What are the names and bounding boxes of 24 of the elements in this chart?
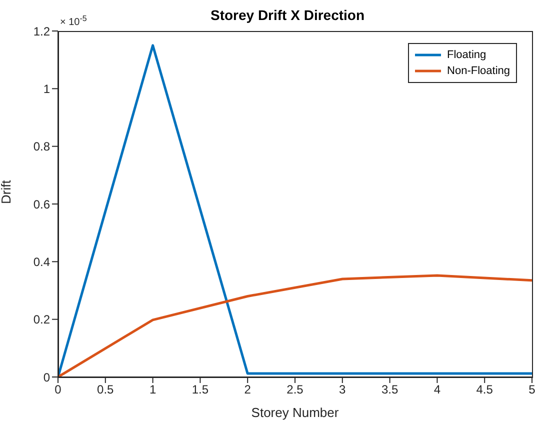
y-tick-label: 1 [43, 82, 50, 96]
x-tick-label: 2 [244, 382, 252, 397]
y-tick-label: 1.2 [33, 24, 50, 38]
y-tick-label: 0.4 [33, 254, 50, 269]
x-tick-label: 3 [339, 382, 346, 397]
x-tick-label: 5 [528, 382, 535, 397]
y-tick-label: 0 [43, 370, 50, 384]
x-tick-label: 1 [149, 382, 156, 397]
y-axis-title: Drift [0, 180, 14, 204]
legend-label: Floating [447, 48, 486, 63]
x-tick-label: 0.5 [97, 382, 114, 397]
x-tick-label: 1.5 [192, 382, 209, 397]
x-tick-label: 2.5 [286, 382, 304, 397]
y-tick-label: 0.2 [33, 312, 50, 327]
text: × 10$^{-5}$ [60, 14, 88, 28]
x-tick-label: 4 [434, 382, 441, 397]
x-tick-label: 4.5 [476, 382, 494, 397]
chart-title: Storey Drift X Direction [210, 7, 365, 23]
x-axis-title: Storey Number [251, 405, 340, 420]
y-tick-label: 0.6 [33, 197, 50, 212]
x-tick-label: 3.5 [381, 382, 398, 397]
y-tick-label: 0.8 [33, 140, 50, 154]
x-tick-label: 0 [54, 382, 62, 397]
legend-label: Non-Floating [447, 64, 510, 79]
